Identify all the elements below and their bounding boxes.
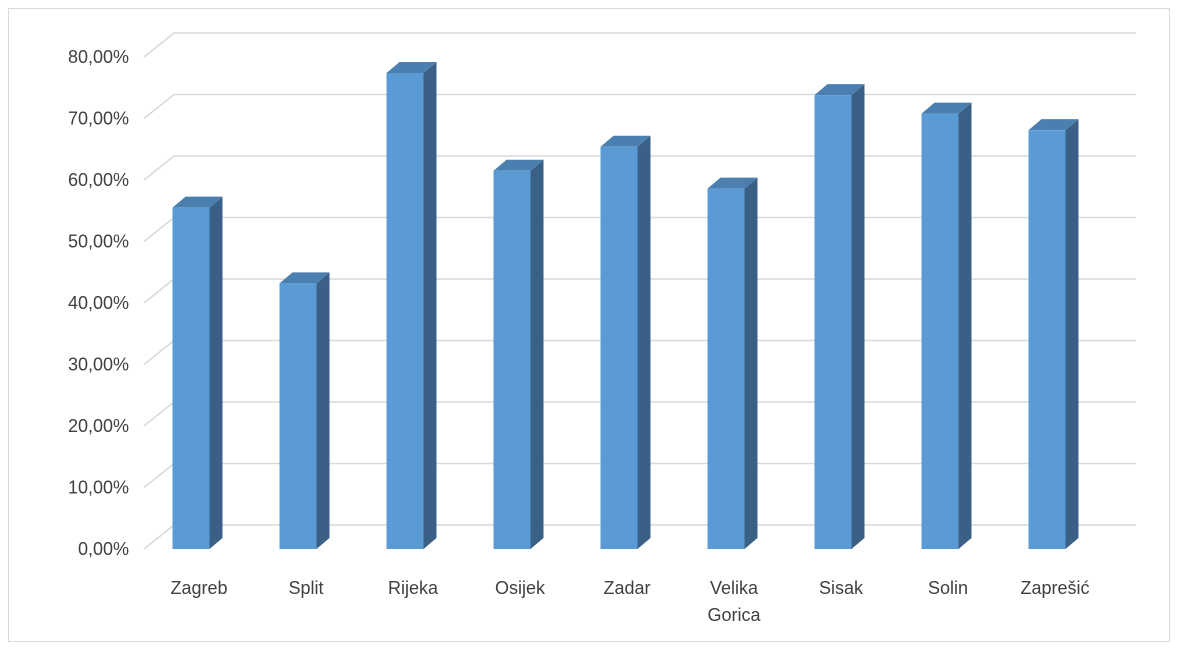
bars [172, 61, 1079, 550]
bar-top-face [814, 84, 865, 96]
bar-side-face [744, 177, 758, 550]
gridline-depth [143, 524, 175, 550]
gridline-depth [143, 155, 175, 181]
bar [1028, 119, 1079, 549]
bar [921, 102, 972, 549]
gridlines [143, 32, 1136, 550]
y-tick-label: 40,00% [68, 293, 129, 313]
x-category-label: Zagreb [170, 578, 227, 598]
y-tick-label: 0,00% [78, 539, 129, 559]
gridline-depth [143, 216, 175, 243]
gridline-depth [143, 401, 175, 427]
bar-side-face [209, 196, 223, 550]
bar-top-face [921, 102, 972, 114]
x-category-label: Rijeka [388, 578, 439, 598]
y-tick-label: 20,00% [68, 416, 129, 436]
bar-side-face [851, 84, 865, 549]
bar-front-face [921, 113, 959, 549]
bar-top-face [172, 196, 223, 208]
x-category-label: Split [288, 578, 323, 598]
bar-front-face [600, 146, 638, 550]
bar-top-face [707, 177, 758, 189]
bar-front-face [1028, 130, 1066, 549]
bar-side-face [423, 61, 437, 550]
bar [493, 159, 544, 549]
bar-front-face [814, 95, 852, 549]
bar-top-face [493, 159, 544, 171]
y-tick-label: 70,00% [68, 109, 129, 129]
bar [386, 61, 437, 550]
x-category-label: Zadar [603, 578, 650, 598]
bar-front-face [172, 207, 210, 550]
bar-side-face [530, 159, 544, 549]
x-category-label: Velika [710, 578, 759, 598]
gridline-depth [143, 32, 175, 58]
bar-front-face [493, 170, 531, 549]
bar-side-face [637, 135, 651, 549]
bar-top-face [600, 135, 651, 147]
bar [814, 84, 865, 549]
y-tick-label: 60,00% [68, 170, 129, 190]
gridline-depth [143, 93, 175, 120]
bar-top-face [279, 272, 330, 284]
x-category-label: Sisak [819, 578, 864, 598]
bar [279, 272, 330, 549]
y-axis-ticks: 0,00% 10,00% 20,00% 30,00% 40,00% 50,00% 60,00… [68, 47, 129, 559]
bar-front-face [707, 188, 745, 550]
x-category-label: Zaprešić [1020, 578, 1089, 598]
bar-chart: 0,00% 10,00% 20,00% 30,00% 40,00% 50,00% 60,00… [68, 32, 1136, 625]
bar [707, 177, 758, 550]
bar-side-face [316, 272, 330, 549]
x-category-label: Osijek [495, 578, 546, 598]
gridline-depth [143, 339, 175, 366]
y-tick-label: 10,00% [68, 478, 129, 498]
y-tick-label: 80,00% [68, 47, 129, 67]
bar-top-face [1028, 119, 1079, 131]
bar-side-face [958, 102, 972, 549]
x-axis-labels: Zagreb Split Rijeka Osijek Zadar Velika Gorica… [170, 578, 1089, 625]
bar-front-face [279, 283, 317, 549]
bar [600, 135, 651, 550]
y-tick-label: 50,00% [68, 232, 129, 252]
x-category-label: Gorica [707, 605, 761, 625]
bar-side-face [1065, 119, 1079, 549]
x-category-label: Solin [928, 578, 968, 598]
bar [172, 196, 223, 550]
chart-frame: 0,00% 10,00% 20,00% 30,00% 40,00% 50,00% 60,00… [8, 8, 1170, 642]
bar-front-face [386, 72, 424, 550]
bar-top-face [386, 61, 437, 73]
gridline-depth [143, 278, 175, 304]
gridline-depth [143, 462, 175, 489]
y-tick-label: 30,00% [68, 355, 129, 375]
